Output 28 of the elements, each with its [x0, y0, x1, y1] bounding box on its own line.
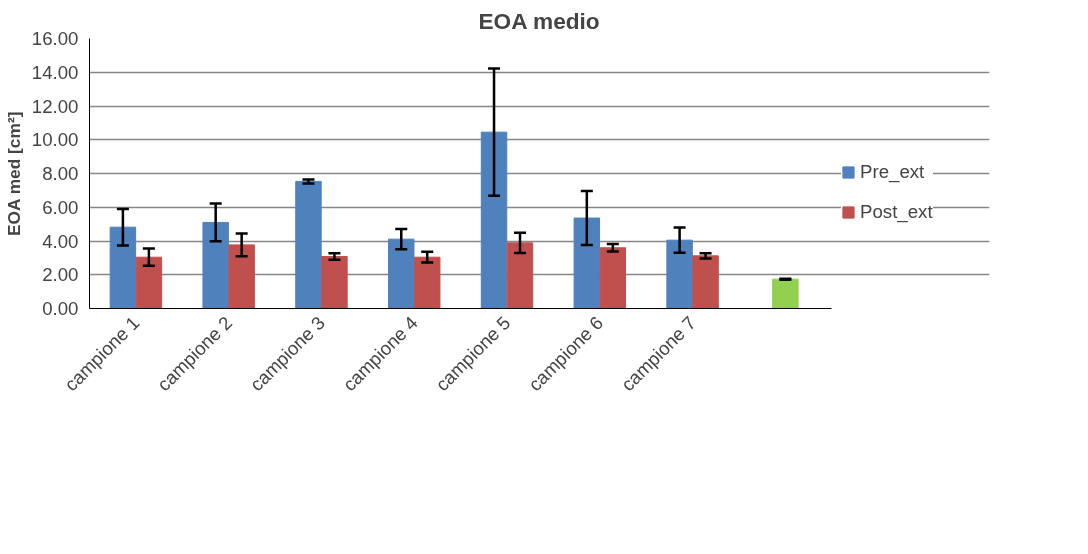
bar: [599, 247, 627, 309]
legend-label: Pre_ext: [860, 161, 925, 183]
y-tick-label: 8.00: [42, 163, 79, 184]
y-tick-label: 4.00: [42, 230, 79, 252]
bar: [295, 180, 322, 309]
legend-label: Post_ext: [860, 201, 933, 223]
bar: [228, 244, 255, 309]
y-axis-title: EOA med [cm²]: [3, 111, 24, 237]
y-tick-label: 0.00: [42, 298, 79, 319]
y-tick-label: 6.00: [42, 196, 79, 218]
bar: [506, 242, 534, 309]
y-tick-label: 16.00: [31, 28, 79, 49]
bar: [666, 239, 693, 309]
y-tick-label: 14.00: [31, 61, 79, 83]
bar: [388, 238, 415, 309]
bar: [135, 256, 163, 309]
bar: [414, 256, 441, 309]
y-tick-label: 2.00: [42, 264, 79, 286]
y-tick-label: 10.00: [31, 129, 79, 151]
bar: [109, 226, 137, 309]
y-tick-label: 12.00: [31, 95, 79, 117]
bar: [202, 221, 229, 309]
bar: [480, 131, 508, 309]
bar: [573, 217, 601, 309]
bar: [692, 255, 719, 309]
chart-title: EOA medio: [478, 7, 600, 34]
bar: [321, 256, 348, 309]
bar: [772, 278, 799, 309]
